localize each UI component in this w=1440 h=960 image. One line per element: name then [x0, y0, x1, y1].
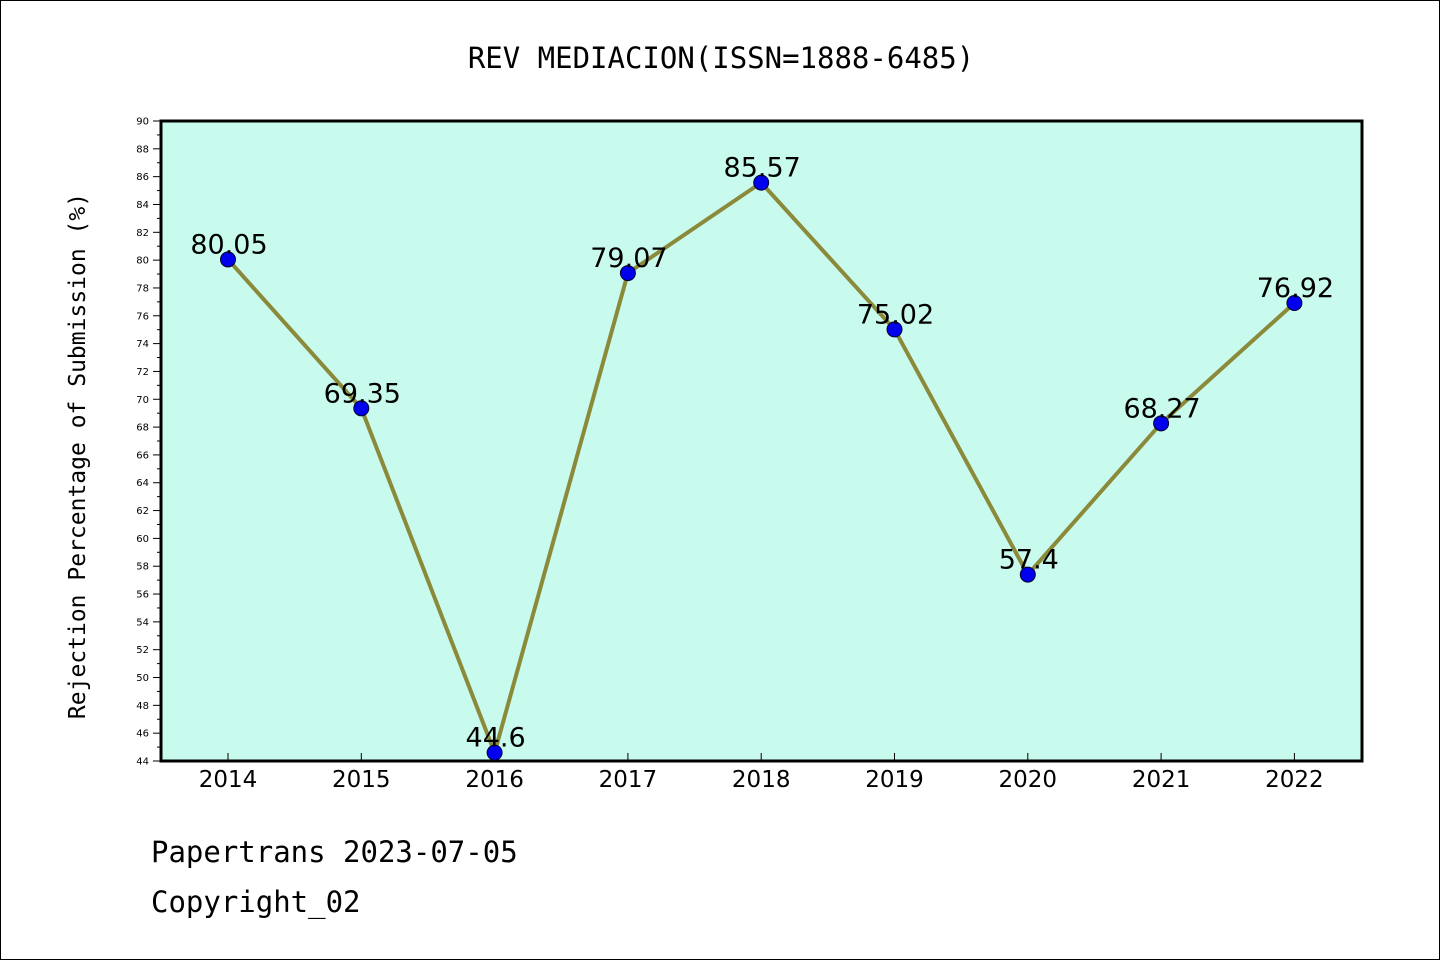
- data-point: [886, 321, 903, 338]
- data-label: 75.02: [857, 299, 934, 330]
- data-point: [486, 744, 503, 761]
- data-label: 57.4: [999, 545, 1059, 576]
- data-label: 68.27: [1123, 393, 1200, 424]
- x-tick-label: 2015: [332, 767, 391, 793]
- x-tick-label: 2017: [599, 767, 658, 793]
- chart-title: REV MEDIACION(ISSN=1888-6485): [468, 41, 974, 75]
- data-point: [353, 400, 370, 417]
- y-tick-label: 48: [136, 701, 149, 712]
- y-tick-label: 52: [136, 645, 149, 656]
- data-point: [619, 265, 636, 282]
- x-tick-label: 2018: [732, 767, 791, 793]
- data-point: [1019, 566, 1036, 583]
- x-tick-label: 2021: [1132, 767, 1191, 793]
- data-labels: 80.05 69.35 44.6 79.07 85.57 75.02 57.4 68.27 76…: [190, 153, 1334, 754]
- y-tick-label: 80: [136, 256, 149, 267]
- data-point: [753, 174, 770, 191]
- x-tick-label: 2016: [465, 767, 524, 793]
- y-tick-label: 68: [136, 423, 149, 434]
- data-points: [220, 174, 1303, 761]
- footer-copyright: Copyright_02: [151, 885, 361, 919]
- x-tick-label: 2022: [1265, 767, 1324, 793]
- data-label: 44.6: [466, 723, 526, 754]
- y-tick-label: 72: [136, 367, 149, 378]
- y-tick-label: 74: [136, 339, 149, 350]
- y-tick-label: 66: [136, 450, 149, 461]
- y-tick-label: 64: [136, 478, 149, 489]
- data-point: [1286, 294, 1303, 311]
- y-tick-label: 90: [136, 117, 149, 128]
- y-tick-label: 70: [136, 395, 149, 406]
- y-tick-label: 56: [136, 590, 149, 601]
- plot-area: [159, 119, 1364, 763]
- x-axis: 2014 2015 2016 2017 2018 2019 2020 2021 2022: [199, 753, 1324, 793]
- data-label: 80.05: [190, 229, 267, 260]
- y-tick-label: 82: [136, 228, 149, 239]
- x-tick-label: 2019: [865, 767, 924, 793]
- footer-source: Papertrans 2023-07-05: [151, 835, 518, 869]
- x-tick-label: 2020: [999, 767, 1058, 793]
- y-tick-label: 58: [136, 562, 149, 573]
- y-tick-label: 54: [136, 617, 149, 628]
- data-label: 69.35: [324, 378, 401, 409]
- data-label: 79.07: [590, 243, 667, 274]
- y-tick-label: 76: [136, 311, 149, 322]
- y-tick-label: 50: [136, 673, 149, 684]
- data-label: 76.92: [1257, 273, 1334, 304]
- data-point: [220, 251, 236, 268]
- y-tick-label: 88: [136, 144, 149, 155]
- y-axis-title: Rejection Percentage of Submission (%): [65, 193, 91, 719]
- y-tick-label: 78: [136, 283, 149, 294]
- data-label: 85.57: [724, 153, 801, 184]
- y-tick-label: 62: [136, 506, 149, 517]
- y-tick-label: 60: [136, 534, 149, 545]
- y-tick-label: 46: [136, 729, 149, 740]
- x-tick-label: 2014: [199, 767, 258, 793]
- y-axis: 44 46 48 50 52 54 56 58 60 62 64 66 68 70 72 74 76 78 80 82…: [136, 117, 161, 768]
- data-point: [1153, 415, 1170, 432]
- y-tick-label: 86: [136, 172, 149, 183]
- y-tick-label: 84: [136, 200, 149, 211]
- y-tick-label: 44: [136, 757, 149, 768]
